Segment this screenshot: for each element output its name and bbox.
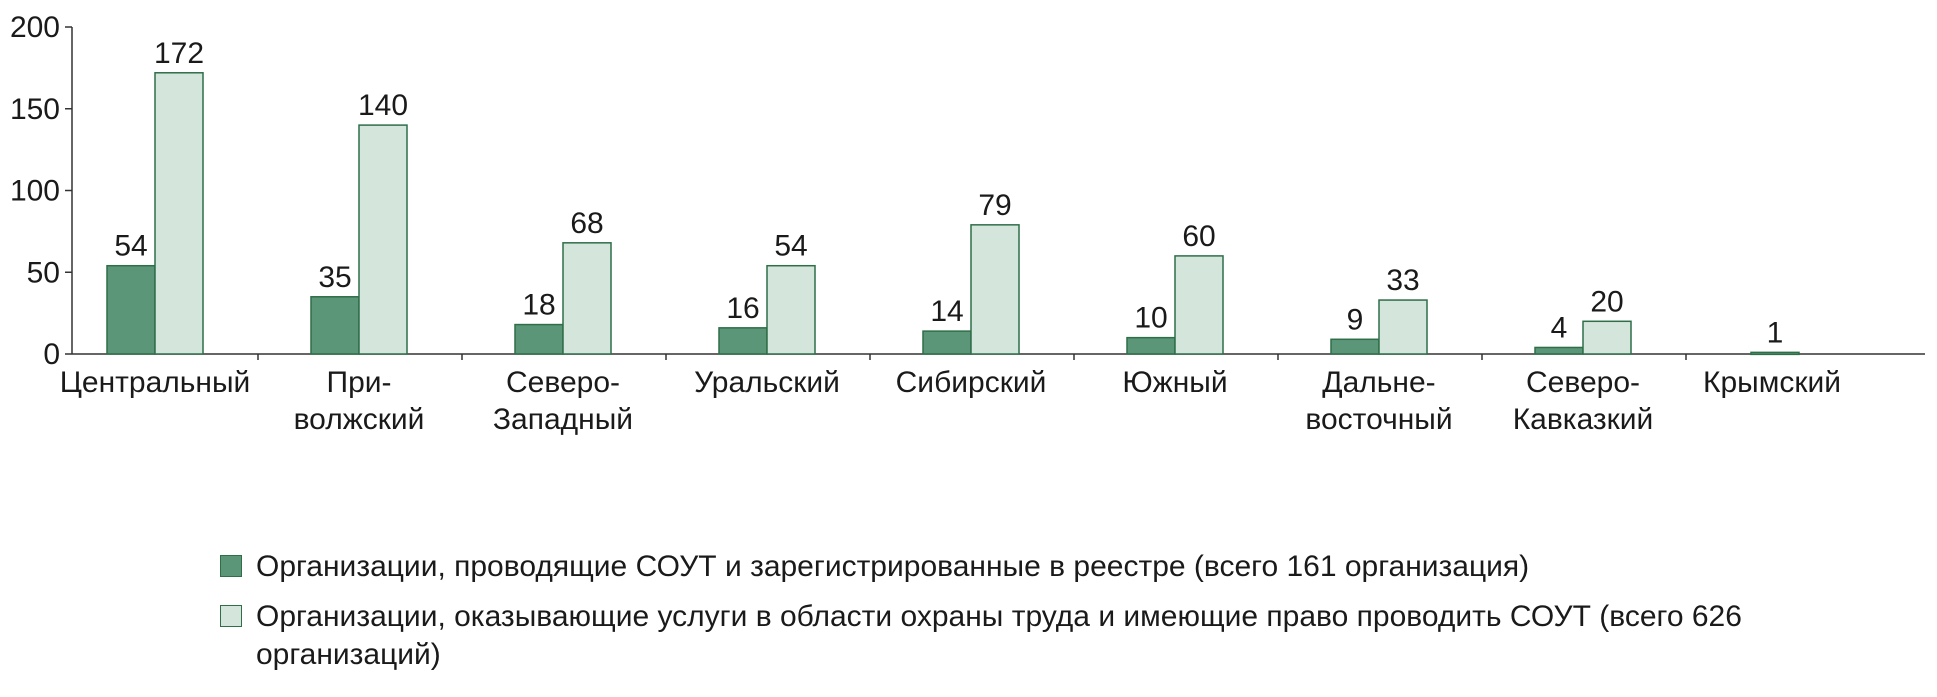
bar-registered [1750, 351, 1800, 356]
bar-registered [1330, 338, 1380, 355]
data-label: 68 [570, 207, 603, 240]
data-label: 60 [1182, 220, 1215, 253]
y-tick-label: 150 [10, 93, 60, 126]
bar-services [970, 224, 1020, 355]
bar-registered [718, 327, 768, 355]
data-label: 16 [726, 292, 759, 325]
data-label: 9 [1347, 303, 1364, 336]
legend: Организации, проводящие СОУТ и зарегистр… [220, 548, 1820, 686]
bar-services [358, 124, 408, 355]
data-label: 54 [774, 230, 807, 263]
category-label: Уральский [694, 366, 840, 399]
legend-label-registered: Организации, проводящие СОУТ и зарегистр… [256, 550, 1530, 583]
data-label: 20 [1590, 285, 1623, 318]
bar-services [154, 72, 204, 355]
y-tick-label: 0 [43, 338, 60, 371]
category-label: Сибирский [896, 366, 1047, 399]
legend-swatch-registered [220, 555, 242, 577]
data-label: 140 [358, 89, 408, 122]
legend-swatch-services [220, 605, 242, 627]
x-axis [72, 353, 1925, 360]
category-label: Дальне-восточный [1305, 366, 1452, 436]
category-label: Северо-Западный [493, 366, 633, 436]
data-label: 54 [114, 230, 147, 263]
data-label: 79 [978, 189, 1011, 222]
y-axis: 0 50 100 150 200 [10, 11, 73, 371]
category-label: Южный [1122, 366, 1227, 399]
bar-registered [1534, 346, 1584, 355]
y-tick-label: 50 [27, 256, 60, 289]
data-label: 172 [154, 37, 204, 70]
bar-services [1378, 299, 1428, 355]
legend-item-registered: Организации, проводящие СОУТ и зарегистр… [220, 548, 1820, 586]
category-label: При-волжский [294, 366, 425, 436]
legend-item-services: Организации, оказывающие услуги в област… [220, 598, 1820, 674]
data-label: 4 [1551, 311, 1568, 344]
data-labels: 54 172 35 140 18 68 16 54 14 79 10 60 9 33 4 20 1 [114, 37, 1783, 350]
bar-registered [922, 330, 972, 355]
category-label: Северо-Кавказкий [1513, 366, 1654, 436]
data-label: 18 [522, 289, 555, 322]
y-tick-label: 200 [10, 11, 60, 44]
bars [106, 72, 1800, 356]
bar-services [562, 242, 612, 355]
y-tick-label: 100 [10, 175, 60, 208]
data-label: 10 [1134, 302, 1167, 335]
bar-registered [106, 264, 156, 355]
bar-services [766, 264, 816, 355]
data-label: 14 [930, 295, 963, 328]
legend-label-services: Организации, оказывающие услуги в област… [256, 600, 1742, 671]
bar-services [1582, 320, 1632, 355]
bar-registered [310, 296, 360, 355]
data-label: 35 [318, 261, 351, 294]
bar-registered [1126, 336, 1176, 355]
category-label: Крымский [1703, 366, 1841, 399]
data-label: 33 [1386, 264, 1419, 297]
data-label: 1 [1767, 316, 1784, 349]
bar-registered [514, 323, 564, 355]
bar-services [1174, 255, 1224, 355]
category-labels: Центральный При-волжский Северо-Западный Ур… [60, 366, 1841, 436]
category-label: Центральный [60, 366, 251, 399]
